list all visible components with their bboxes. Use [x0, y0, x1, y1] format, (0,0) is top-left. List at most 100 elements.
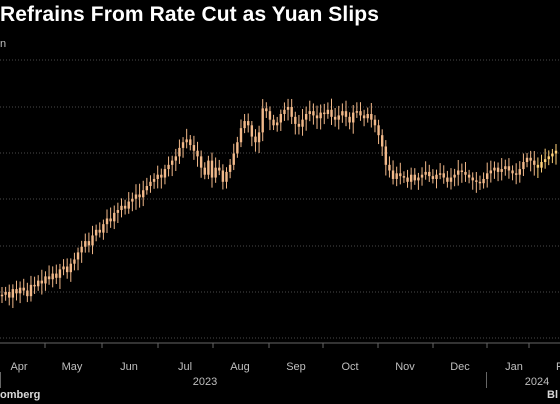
candle	[181, 137, 185, 158]
candle-body	[283, 109, 286, 115]
chart-title: Refrains From Rate Cut as Yuan Slips	[0, 3, 379, 26]
candle	[160, 168, 163, 189]
candle-body	[482, 178, 485, 184]
candle	[315, 105, 319, 129]
candle-body	[312, 111, 315, 116]
candle	[384, 140, 388, 176]
candle-body	[109, 218, 112, 222]
candle	[199, 150, 203, 178]
candle-body	[123, 205, 127, 209]
candle	[533, 151, 536, 176]
candle	[0, 287, 4, 303]
candle-body	[507, 166, 511, 171]
candle-body	[91, 235, 94, 246]
candle-body	[493, 167, 496, 171]
candle	[167, 156, 170, 177]
chart-subtitle: n	[0, 38, 7, 50]
candle-body	[62, 266, 65, 270]
candle-body	[22, 287, 25, 291]
candle	[15, 280, 18, 301]
candle	[221, 164, 225, 190]
candle	[308, 100, 311, 122]
candle-body	[102, 224, 105, 233]
candle-body	[185, 139, 188, 143]
candle	[359, 102, 362, 121]
candle	[543, 148, 547, 169]
candle	[438, 163, 442, 180]
candle-body	[475, 180, 478, 182]
candle-body	[113, 212, 116, 222]
candle-body	[203, 167, 206, 175]
candle-body	[47, 276, 51, 280]
candle	[156, 165, 159, 189]
candle-body	[420, 174, 424, 178]
candle-body	[265, 108, 268, 112]
candle	[210, 152, 214, 188]
candle-body	[504, 166, 507, 170]
candle	[185, 128, 188, 149]
candle	[283, 102, 286, 121]
x-year-label: 2024	[525, 376, 549, 388]
candle-body	[18, 287, 22, 294]
candle-body	[514, 173, 518, 175]
candle-body	[239, 128, 243, 143]
candle	[116, 202, 120, 224]
candle	[91, 225, 94, 255]
candle	[113, 205, 116, 230]
candle-body	[395, 173, 398, 179]
candle	[22, 278, 25, 296]
candle-body	[228, 164, 232, 172]
candle-body	[424, 171, 427, 175]
candle-body	[486, 173, 489, 179]
candle-body	[94, 229, 98, 236]
candle	[395, 166, 398, 187]
candle-body	[464, 171, 467, 175]
candle-body	[174, 156, 178, 161]
candle-body	[250, 125, 254, 137]
candle	[460, 163, 464, 183]
candle-body	[58, 269, 62, 278]
candle-body	[525, 157, 529, 163]
candle	[304, 106, 308, 131]
candle	[203, 162, 206, 180]
candle	[142, 180, 145, 207]
candle	[294, 111, 297, 135]
candle-body	[478, 181, 482, 184]
x-year-label: 2023	[193, 376, 217, 388]
candle	[218, 159, 221, 176]
candle-body	[149, 181, 152, 187]
candle	[286, 98, 290, 121]
candle	[247, 113, 250, 133]
candle-body	[131, 198, 134, 202]
candle	[399, 162, 402, 185]
candle	[551, 148, 554, 164]
candle-body	[344, 111, 348, 117]
candle-body	[236, 142, 239, 154]
candle-body	[232, 153, 235, 165]
candle	[250, 121, 254, 147]
candle-body	[337, 115, 340, 120]
candle-body	[218, 167, 221, 171]
candle-body	[417, 177, 420, 181]
candle-body	[453, 174, 456, 178]
candle	[44, 271, 47, 291]
candle-body	[4, 291, 7, 295]
candle	[355, 102, 359, 118]
candle	[265, 102, 268, 118]
candle-body	[37, 280, 40, 287]
candle	[341, 103, 344, 123]
candle	[123, 199, 127, 215]
candle-body	[156, 174, 159, 179]
candle	[554, 144, 558, 165]
candle	[486, 162, 489, 188]
candle-body	[243, 121, 246, 129]
candle	[489, 160, 493, 183]
candle	[105, 209, 109, 233]
candle-body	[76, 252, 80, 260]
candle-body	[460, 170, 464, 172]
candle-body	[323, 112, 326, 115]
candle	[413, 168, 416, 185]
candle	[228, 158, 232, 179]
candle	[344, 100, 348, 127]
candle-body	[391, 170, 395, 179]
